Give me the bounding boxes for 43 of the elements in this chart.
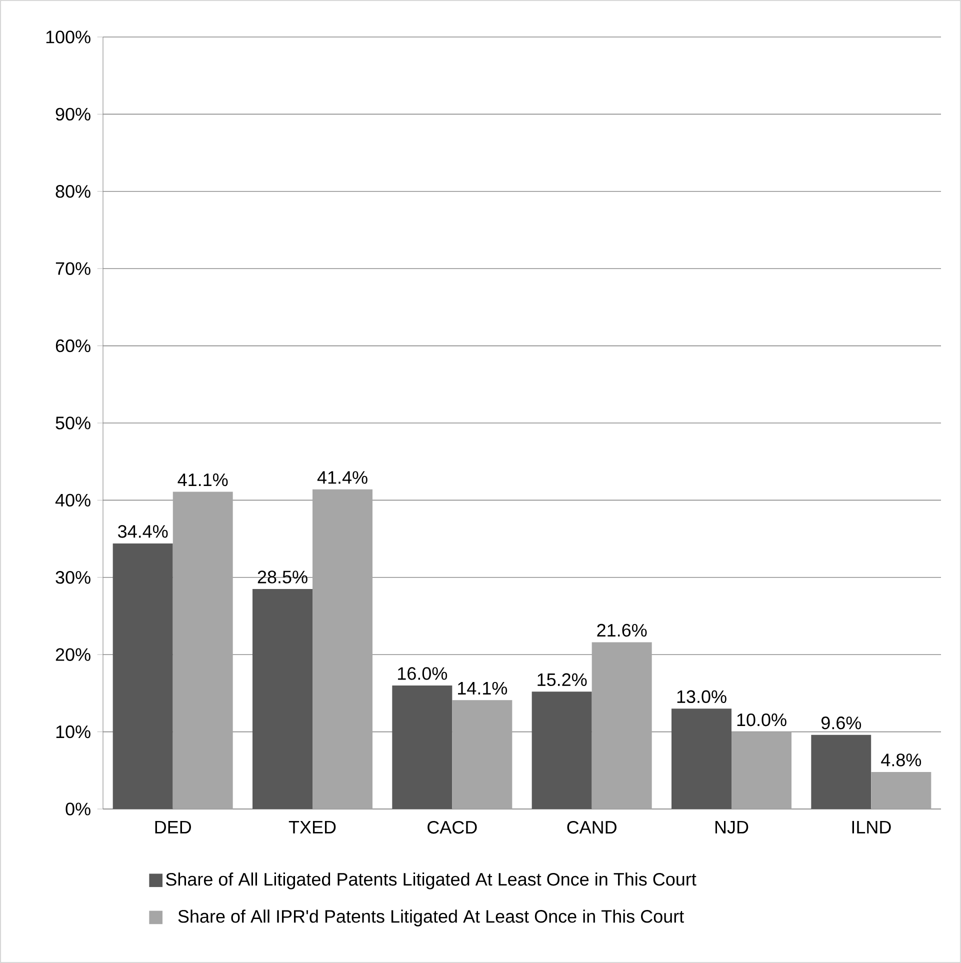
- bar: [592, 642, 652, 809]
- y-tick-label: 10%: [56, 725, 90, 738]
- x-tick-label: DED: [155, 820, 191, 834]
- y-tick-label: 40%: [55, 494, 90, 507]
- bar: [252, 588, 312, 809]
- x-tick-label: TXED: [288, 820, 336, 834]
- bar: [671, 708, 732, 809]
- bar: [731, 732, 792, 809]
- y-tick-label: 60%: [56, 339, 90, 352]
- y-tick-label: 0%: [66, 802, 90, 816]
- x-tick-label: ILND: [852, 820, 891, 834]
- data-label: 16.0%: [398, 667, 448, 680]
- bar: [452, 700, 512, 809]
- x-tick-label: CACD: [428, 820, 477, 834]
- data-label: 4.8%: [881, 754, 922, 766]
- y-tick-label: 50%: [56, 416, 90, 430]
- data-label: 15.2%: [538, 673, 587, 686]
- x-tick-label: CAND: [567, 820, 616, 834]
- data-label: 10.0%: [737, 713, 786, 726]
- bar: [532, 692, 592, 809]
- y-tick-label: 20%: [56, 648, 90, 661]
- y-tick-label: 100%: [46, 30, 90, 44]
- data-label: 21.6%: [597, 624, 647, 637]
- bar: [112, 543, 173, 809]
- bar: [172, 492, 233, 809]
- bar: [392, 685, 452, 809]
- data-label: 28.5%: [258, 570, 308, 584]
- bar: [811, 734, 872, 809]
- bar: [871, 772, 932, 809]
- data-label: 9.6%: [821, 716, 862, 730]
- legend-label: Share of All Litigated Patents Litigated At Least Once in This Court: [166, 872, 696, 890]
- data-label: 41.1%: [178, 474, 228, 486]
- data-label: 14.1%: [458, 682, 508, 695]
- data-label: 13.0%: [677, 690, 726, 704]
- data-label: 41.4%: [317, 471, 368, 484]
- x-tick-label: NJD: [715, 820, 748, 834]
- y-tick-label: 70%: [56, 262, 90, 275]
- y-tick-label: 80%: [56, 185, 90, 198]
- y-tick-label: 90%: [56, 108, 90, 121]
- y-tick-label: 30%: [56, 571, 90, 584]
- data-label: 34.4%: [118, 525, 168, 538]
- legend-label: Share of All IPR'd Patents Litigated At Least Once in This Court: [178, 910, 684, 926]
- bar: [312, 489, 372, 809]
